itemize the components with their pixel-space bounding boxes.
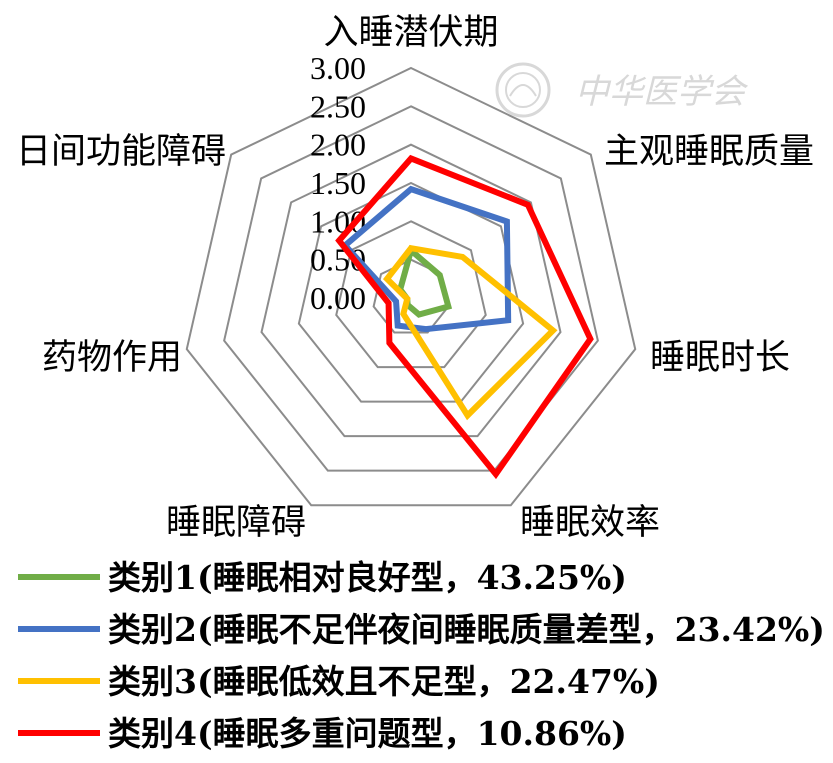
axis-label: 睡眠时长: [650, 338, 790, 378]
society-seal-icon: [495, 62, 551, 118]
tick-label: 2.50: [310, 88, 366, 124]
tick-labels: 3.002.502.001.501.000.500.00: [310, 50, 366, 316]
axis-label: 睡眠效率: [520, 503, 660, 543]
watermark: 中华医学会: [495, 62, 749, 118]
tick-label: 0.00: [310, 280, 366, 316]
grid-ring: [185, 66, 637, 507]
series-line: [383, 244, 558, 421]
series-lines: [335, 154, 594, 480]
legend-label: 类别3(睡眠低效且不足型，22.47%): [108, 662, 660, 701]
legend-label: 类别4(睡眠多重问题型，10.86%): [108, 714, 627, 753]
grid-ring: [223, 105, 599, 472]
tick-label: 3.00: [310, 50, 366, 86]
axis-label: 入睡潜伏期: [323, 13, 498, 53]
axis-label: 药物作用: [42, 338, 182, 378]
tick-label: 2.00: [310, 127, 366, 163]
axis-label: 睡眠障碍: [166, 503, 306, 543]
axis-label: 主观睡眠质量: [604, 132, 814, 172]
series-line: [335, 154, 594, 480]
legend-label: 类别1(睡眠相对良好型，43.25%): [108, 558, 627, 597]
tick-label: 1.50: [310, 165, 366, 201]
axis-label: 日间功能障碍: [16, 132, 226, 172]
watermark-text: 中华医学会: [575, 72, 749, 112]
legend: 类别1(睡眠相对良好型，43.25%) 类别2(睡眠不足伴夜间睡眠质量差型，23.…: [18, 558, 825, 753]
legend-label: 类别2(睡眠不足伴夜间睡眠质量差型，23.42%): [108, 610, 825, 649]
